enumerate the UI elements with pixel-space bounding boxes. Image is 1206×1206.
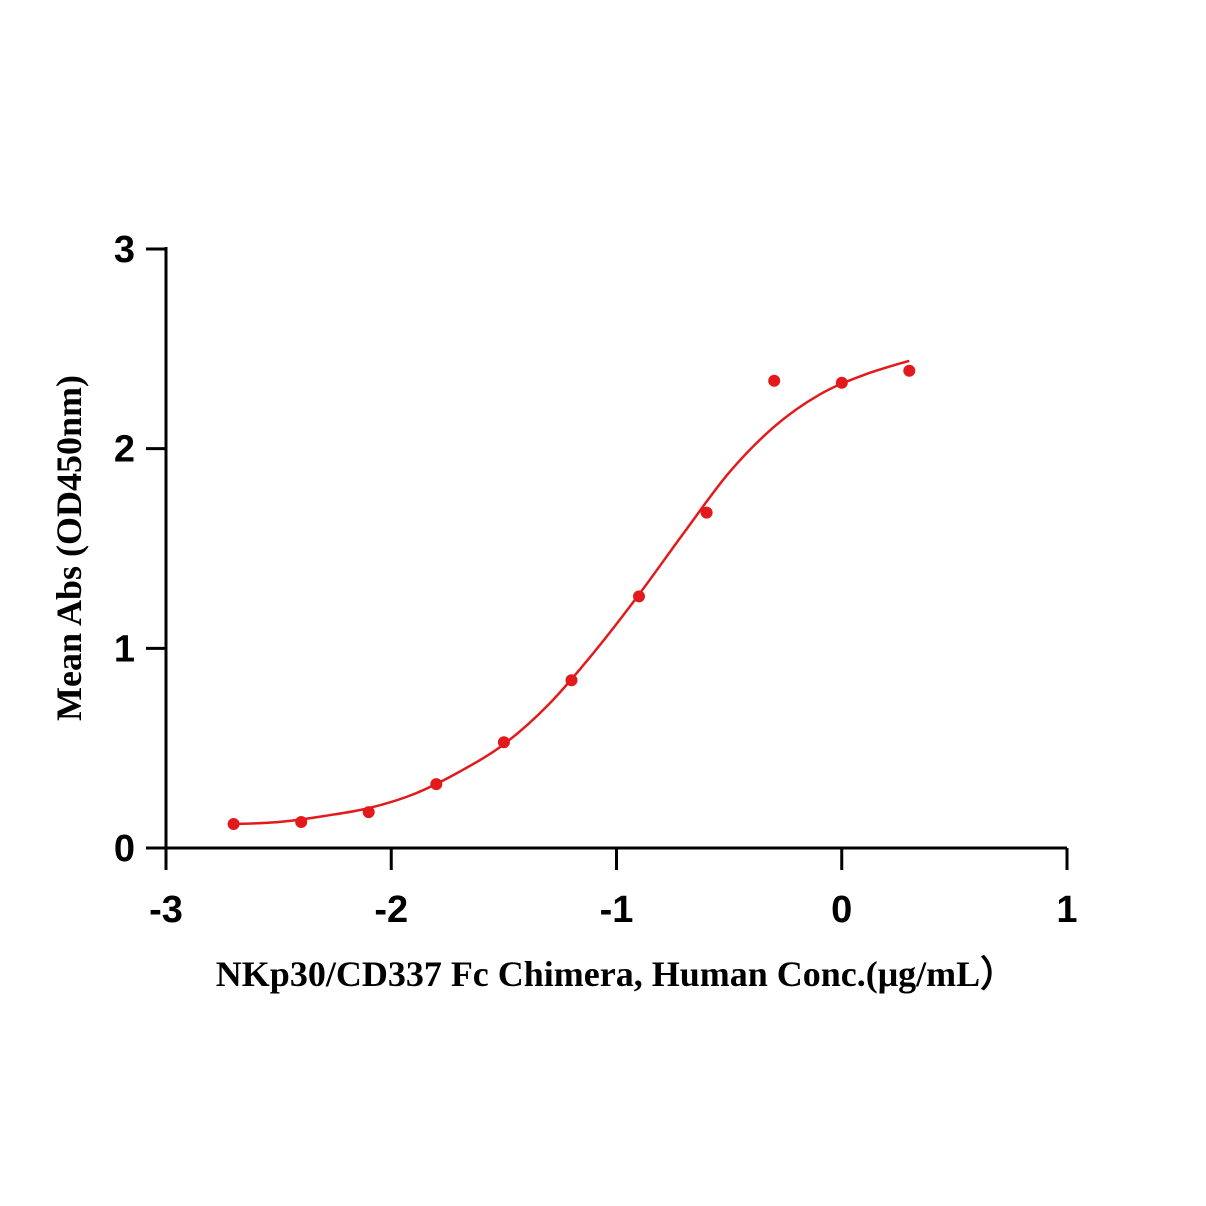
y-tick-label: 2: [114, 429, 135, 471]
data-point: [430, 778, 443, 791]
fit-curve-line: [233, 359, 910, 826]
x-tick-label: 1: [1056, 889, 1077, 931]
y-tick-label: 3: [114, 229, 135, 271]
x-tick-label: -1: [600, 889, 634, 931]
x-tick-label: -3: [149, 889, 183, 931]
y-tick-label: 0: [114, 828, 135, 870]
data-point: [362, 806, 375, 819]
data-point: [700, 506, 713, 519]
fit-curve-layer: [233, 359, 910, 826]
y-tick-label: 1: [114, 628, 135, 670]
x-tick-label: -2: [374, 889, 408, 931]
y-axis-title: Mean Abs (OD450nm): [49, 375, 89, 721]
data-point: [835, 376, 848, 389]
x-axis-title: NKp30/CD337 Fc Chimera, Human Conc.(μg/m…: [216, 954, 1016, 994]
data-point: [497, 736, 510, 749]
data-point: [227, 818, 240, 830]
data-point: [633, 590, 645, 603]
axes-layer: [164, 247, 1067, 850]
data-points-layer: [227, 364, 916, 830]
ticks-layer: -3 -2 -1 0 1 0 1 2 3: [114, 229, 1078, 931]
x-tick-label: 0: [831, 889, 852, 931]
data-point: [295, 816, 308, 828]
data-point: [903, 364, 916, 377]
data-point: [565, 674, 578, 687]
data-point: [768, 374, 781, 387]
